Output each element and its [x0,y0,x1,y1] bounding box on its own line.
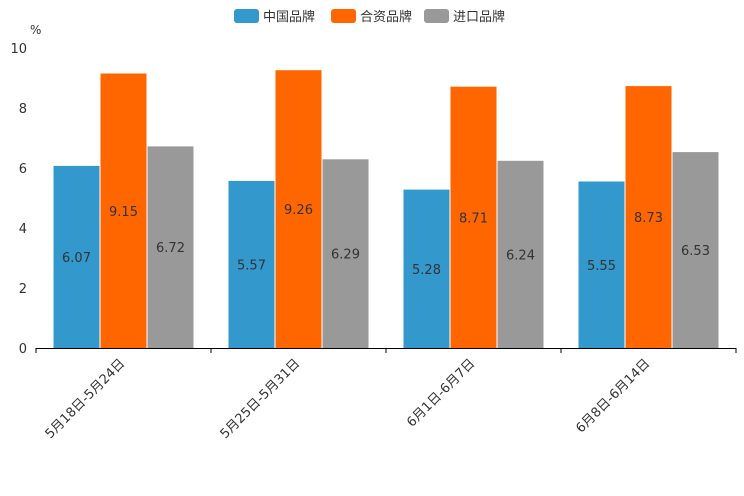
x-axis: 5月18日-5月24日 5月25日-5月31日 6月1日-6月7日 6月8日-6月14… [35,348,737,442]
bar[interactable] [403,189,450,348]
x-category-label: 6月1日-6月7日 [404,356,478,430]
legend-label: 中国品牌 [263,9,315,25]
legend-item[interactable]: 中国品牌 [234,9,315,25]
bar-value-label: 6.24 [506,248,535,263]
bar[interactable] [275,70,322,348]
bar[interactable] [53,165,100,348]
bar-value-label: 5.57 [237,258,266,273]
bar[interactable] [578,181,625,349]
legend-swatch [234,9,259,23]
bar-value-label: 9.15 [109,205,138,220]
bar-value-label: 8.71 [459,211,488,226]
bar-value-label: 5.28 [412,263,441,278]
bar-value-label: 6.29 [331,248,360,263]
y-tick-label: 4 [19,222,27,237]
bar-value-label: 6.53 [681,244,710,259]
bar[interactable] [322,159,369,348]
bar[interactable] [147,146,194,348]
bar-value-label: 8.73 [634,211,663,226]
bars: 6.07 9.15 6.72 5.57 9.26 6.29 5.28 8.71 6.24 5.55… [53,70,719,349]
bar[interactable] [450,86,497,348]
y-tick-label: 2 [19,282,27,297]
bar-value-label: 6.07 [62,251,91,266]
legend-item[interactable]: 合资品牌 [331,9,412,25]
bar[interactable] [497,160,544,348]
legend: 中国品牌 合资品牌 进口品牌 [234,9,505,25]
x-category-label: 5月18日-5月24日 [43,356,129,442]
bar[interactable] [625,86,672,348]
y-tick-label: 6 [19,162,27,177]
legend-swatch [331,9,356,23]
bar-value-label: 5.55 [587,259,616,274]
bar-value-label: 9.26 [284,203,313,218]
legend-item[interactable]: 进口品牌 [424,9,505,25]
bar[interactable] [672,152,719,348]
bar[interactable] [228,180,275,348]
legend-swatch [424,9,449,23]
y-unit-label: % [30,23,41,37]
y-tick-label: 10 [10,42,27,57]
bar[interactable] [100,73,147,349]
y-axis: 0 2 4 6 8 10 [10,42,27,357]
x-category-label: 6月8日-6月14日 [573,356,653,436]
y-tick-label: 0 [19,342,27,357]
legend-label: 进口品牌 [453,9,505,25]
y-tick-label: 8 [19,102,27,117]
legend-label: 合资品牌 [360,9,412,25]
bar-value-label: 6.72 [156,241,185,256]
x-category-label: 5月25日-5月31日 [218,356,304,442]
